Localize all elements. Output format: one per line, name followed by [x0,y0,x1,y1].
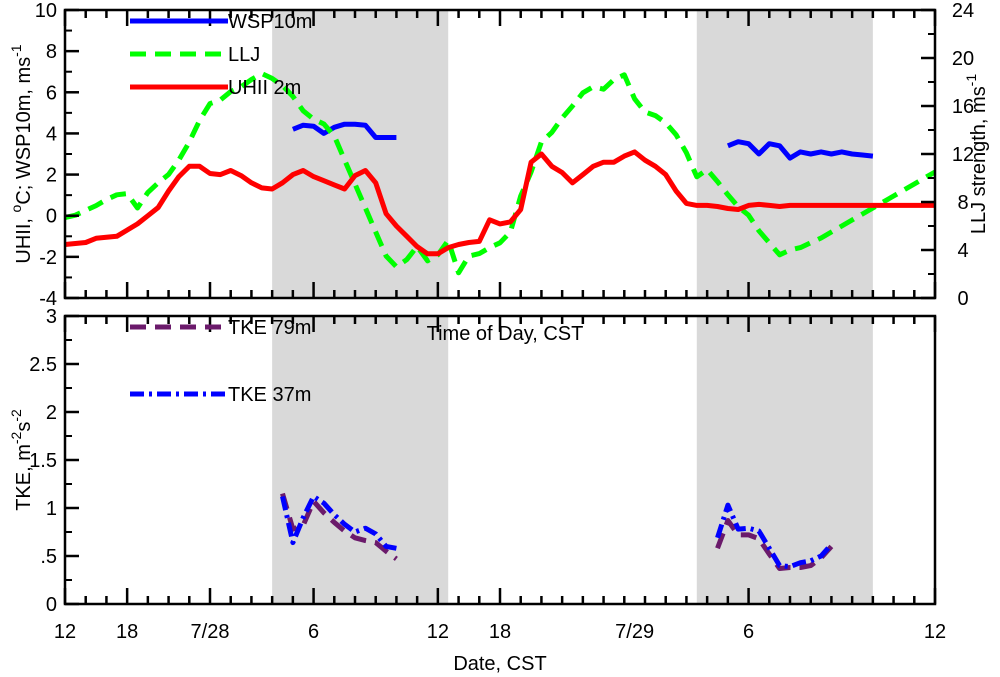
y-tick-label-left: 2 [46,165,57,187]
x-tick-label: 7/29 [615,621,654,643]
legend-label: UHII 2m [228,77,301,99]
y-tick-label-left: 4 [46,123,57,145]
superscript: -2 [8,431,24,444]
series-line-llj [64,71,937,276]
x-tick-label: 6 [308,621,319,643]
series-line-tke-37m [715,502,834,570]
legend-label: LLJ [228,44,260,66]
y-tick-label-right: 4 [957,240,968,262]
y-tick-label-left: 6 [46,82,57,104]
legend-label: WSP10m [228,11,312,33]
title-text: s [13,422,35,432]
x-tick-label: 12 [427,621,449,643]
x-tick-label: 18 [489,621,511,643]
series-line-wsp10m [291,121,397,140]
y-tick-label-right: 12 [952,144,974,166]
y-tick-label-left: .5 [40,546,57,568]
superscript: -1 [963,74,979,87]
title-text: UHII, [13,212,35,263]
x-tick-label: 18 [116,621,138,643]
legend-label: TKE 37m [228,384,311,406]
x-tick-label: 12 [924,621,946,643]
y-tick-label-left: 3 [46,306,57,328]
x-tick-label: 6 [743,621,754,643]
y-tick-label-right: 8 [957,192,968,214]
title-text: LLJ strength, ms [968,86,990,234]
title-text: TKE, m [13,444,35,511]
superscript: -1 [8,44,24,57]
y-tick-label-left: 1 [46,498,57,520]
y-tick-label-left: -4 [39,288,57,310]
series-line-uhii-2m [64,149,935,257]
title-text: C; WSP10m, ms [13,57,35,205]
night-shading [272,316,449,604]
y-axis-title-left: UHII, oC; WSP10m, ms-1 [8,44,35,263]
y-tick-label-left: 2.5 [29,354,57,376]
y-tick-label-left: 8 [46,41,57,63]
y-tick-label-left: 10 [35,0,57,22]
superscript: -2 [8,409,24,422]
y-tick-label-right: 24 [952,0,974,22]
y-tick-label-left: 0 [46,206,57,228]
superscript: o [8,204,24,212]
y-tick-label-left: -2 [39,247,57,269]
x-tick-label: 12 [54,621,76,643]
night-shading [696,316,873,604]
y-axis-title-right: LLJ strength, ms-1 [963,74,990,235]
x-axis-title: Date, CST [453,653,546,675]
x-tick-label: 7/28 [191,621,230,643]
y-tick-label-left: 1.5 [29,450,57,472]
inner-time-label: Time of Day, CST [427,323,584,345]
series-line-tke-79m [280,492,398,561]
y-axis-title-bottom: TKE, m-2s-2 [8,409,35,511]
legend-label: TKE 79m [228,317,311,339]
series-line-wsp10m [726,139,874,161]
series-line-tke-79m [715,518,834,571]
y-tick-label-right: 16 [952,96,974,118]
y-tick-label-right: 20 [952,48,974,70]
y-tick-label-left: 0 [46,594,57,616]
y-tick-label-right: 0 [957,288,968,310]
bottom-panel: 0 .5 1 1.5 2 2.5 3 [29,306,937,616]
y-tick-label-left: 2 [46,402,57,424]
